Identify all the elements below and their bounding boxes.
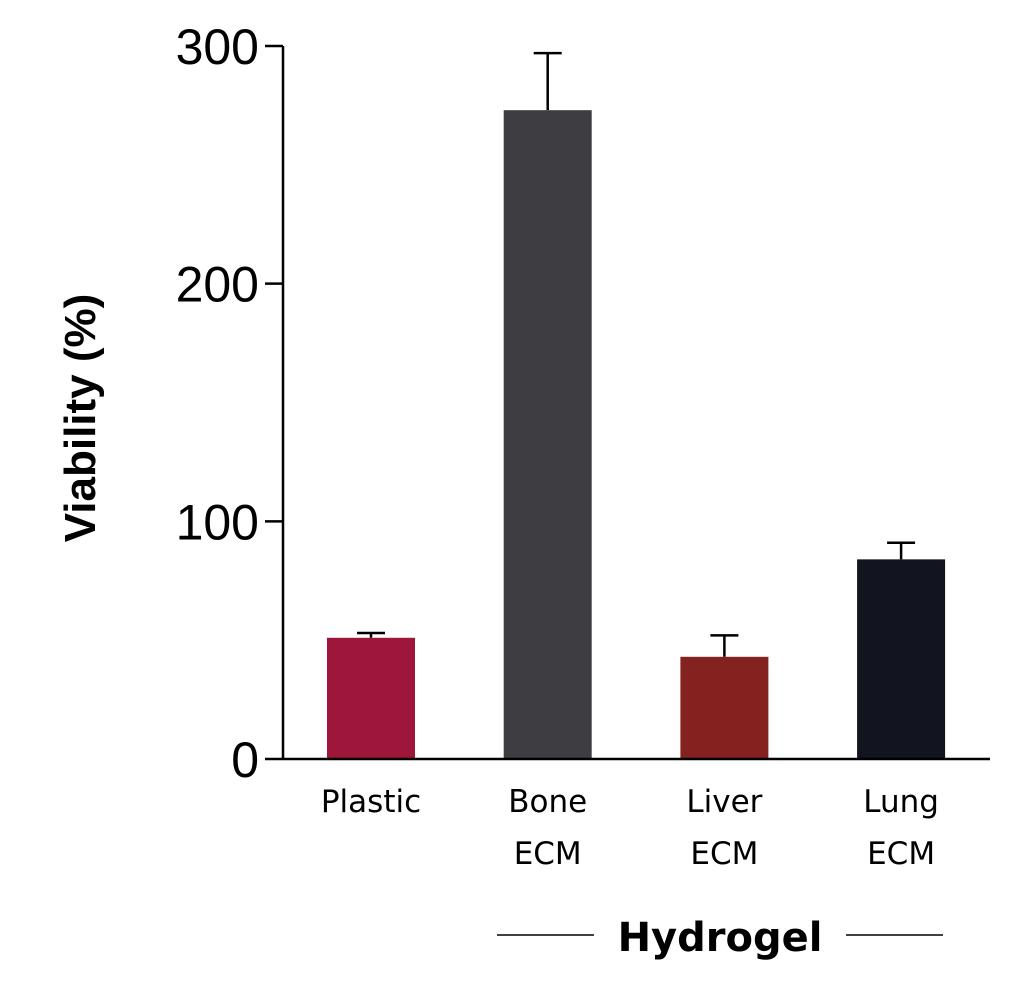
y-axis-ticks: 0 100 200 300 (176, 19, 283, 788)
x-label-lung-ecm-0: Lung (863, 784, 939, 820)
hydrogel-group-bracket: Hydrogel (497, 915, 943, 961)
bar-bone-ecm (503, 110, 592, 760)
x-axis-labels: Plastic Bone ECM Liver ECM Lung ECM (321, 784, 939, 872)
bar-liver-ecm (680, 656, 769, 759)
y-tick-label-200: 200 (176, 257, 259, 313)
x-label-liver-ecm-1: ECM (690, 836, 758, 872)
x-label-plastic-0: Plastic (321, 784, 421, 820)
bar-lung-ecm (857, 559, 946, 759)
x-label-liver-ecm-0: Liver (686, 784, 762, 820)
group-label-hydrogel: Hydrogel (618, 915, 823, 961)
bars (327, 51, 946, 760)
y-axis-label: Viability (%) (56, 294, 105, 543)
y-tick-label-300: 300 (176, 19, 259, 75)
x-label-lung-ecm-1: ECM (867, 836, 935, 872)
bar-plastic (327, 637, 415, 759)
x-label-bone-ecm-1: ECM (514, 836, 582, 872)
y-tick-label-100: 100 (176, 494, 259, 550)
x-label-bone-ecm-0: Bone (508, 784, 587, 820)
y-tick-label-0: 0 (231, 732, 259, 788)
